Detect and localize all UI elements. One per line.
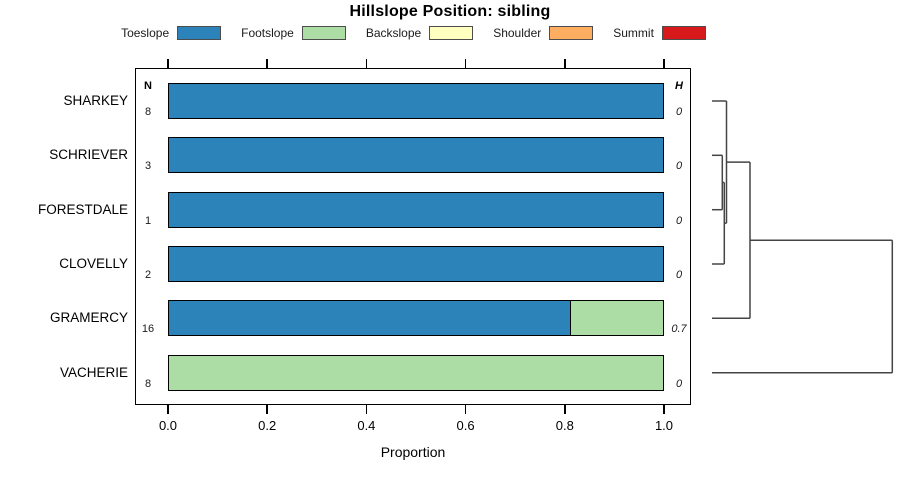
x-tick-label: 0.6 bbox=[456, 418, 475, 433]
chart-title: Hillslope Position: sibling bbox=[349, 3, 551, 20]
x-tick-bottom bbox=[464, 405, 467, 414]
h-value-gramercy: 0.7 bbox=[671, 323, 687, 336]
category-bar-sharkey bbox=[168, 83, 664, 119]
bar-segment-toeslope bbox=[169, 246, 663, 281]
row-label-sharkey: SHARKEY bbox=[63, 93, 128, 108]
legend-label: Summit bbox=[613, 26, 654, 40]
h-column-header: H bbox=[675, 80, 683, 92]
legend-swatch-toeslope bbox=[177, 26, 222, 40]
category-bar-schriever bbox=[168, 137, 664, 174]
h-value-clovelly: 0 bbox=[675, 268, 683, 281]
x-tick-label: 0.2 bbox=[258, 418, 277, 433]
x-tick-top bbox=[266, 59, 268, 68]
x-tick-bottom bbox=[365, 405, 368, 414]
plot-area bbox=[135, 68, 691, 405]
n-value-schriever: 3 bbox=[144, 160, 152, 173]
h-value-schriever: 0 bbox=[675, 160, 683, 173]
legend-label: Toeslope bbox=[121, 26, 170, 40]
x-tick-top bbox=[365, 59, 368, 68]
h-value-forestdale: 0 bbox=[675, 214, 683, 227]
x-axis-title: Proportion bbox=[380, 444, 446, 460]
legend: Toeslope Footslope Backslope Shoulder Summit bbox=[121, 24, 706, 42]
x-tick-label: 0.0 bbox=[158, 418, 178, 433]
row-label-clovelly: CLOVELLY bbox=[59, 255, 128, 271]
legend-label: Backslope bbox=[365, 26, 422, 40]
x-tick-bottom bbox=[167, 405, 169, 414]
legend-item-summit: Summit bbox=[613, 26, 706, 40]
row-label-forestdale: FORESTDALE bbox=[37, 201, 128, 217]
x-tick-top bbox=[564, 59, 566, 68]
x-tick-label: 1.0 bbox=[654, 418, 674, 433]
legend-swatch-shoulder bbox=[549, 26, 594, 40]
row-label-gramercy: GRAMERCY bbox=[49, 310, 128, 326]
bar-segment-footslope bbox=[570, 301, 663, 336]
n-column-header: N bbox=[144, 80, 152, 92]
bar-segment-toeslope bbox=[169, 192, 663, 227]
legend-label: Footslope bbox=[241, 26, 294, 40]
n-value-gramercy: 16 bbox=[141, 323, 155, 336]
n-value-sharkey: 8 bbox=[144, 106, 152, 118]
category-bar-vacherie bbox=[168, 354, 664, 391]
category-bar-forestdale bbox=[168, 191, 664, 228]
category-bar-gramercy bbox=[168, 300, 664, 337]
h-value-vacherie: 0 bbox=[675, 377, 683, 390]
x-tick-top bbox=[663, 59, 665, 68]
legend-item-toeslope: Toeslope bbox=[121, 26, 222, 40]
category-bar-clovelly bbox=[168, 245, 664, 282]
bar-segment-footslope bbox=[169, 355, 663, 390]
row-label-schriever: SCHRIEVER bbox=[49, 147, 128, 163]
n-value-forestdale: 1 bbox=[144, 214, 152, 227]
n-value-vacherie: 8 bbox=[144, 377, 152, 390]
h-value-sharkey: 0 bbox=[675, 106, 683, 118]
legend-item-shoulder: Shoulder bbox=[493, 26, 594, 40]
legend-swatch-summit bbox=[661, 26, 706, 40]
x-tick-top bbox=[167, 59, 169, 68]
x-tick-bottom bbox=[564, 405, 566, 414]
x-tick-bottom bbox=[663, 405, 665, 414]
x-tick-label: 0.4 bbox=[357, 418, 376, 433]
legend-item-footslope: Footslope bbox=[241, 26, 346, 40]
bar-segment-toeslope bbox=[169, 138, 663, 173]
n-value-clovelly: 2 bbox=[144, 268, 152, 281]
row-label-vacherie: VACHERIE bbox=[59, 364, 128, 380]
x-tick-label: 0.8 bbox=[555, 418, 574, 433]
bar-segment-toeslope bbox=[169, 301, 571, 336]
legend-swatch-footslope bbox=[301, 26, 346, 40]
x-tick-bottom bbox=[266, 405, 268, 414]
bar-segment-toeslope bbox=[169, 84, 663, 118]
legend-item-backslope: Backslope bbox=[365, 26, 474, 40]
x-tick-top bbox=[464, 59, 467, 68]
legend-swatch-backslope bbox=[429, 26, 474, 40]
legend-label: Shoulder bbox=[493, 26, 542, 40]
